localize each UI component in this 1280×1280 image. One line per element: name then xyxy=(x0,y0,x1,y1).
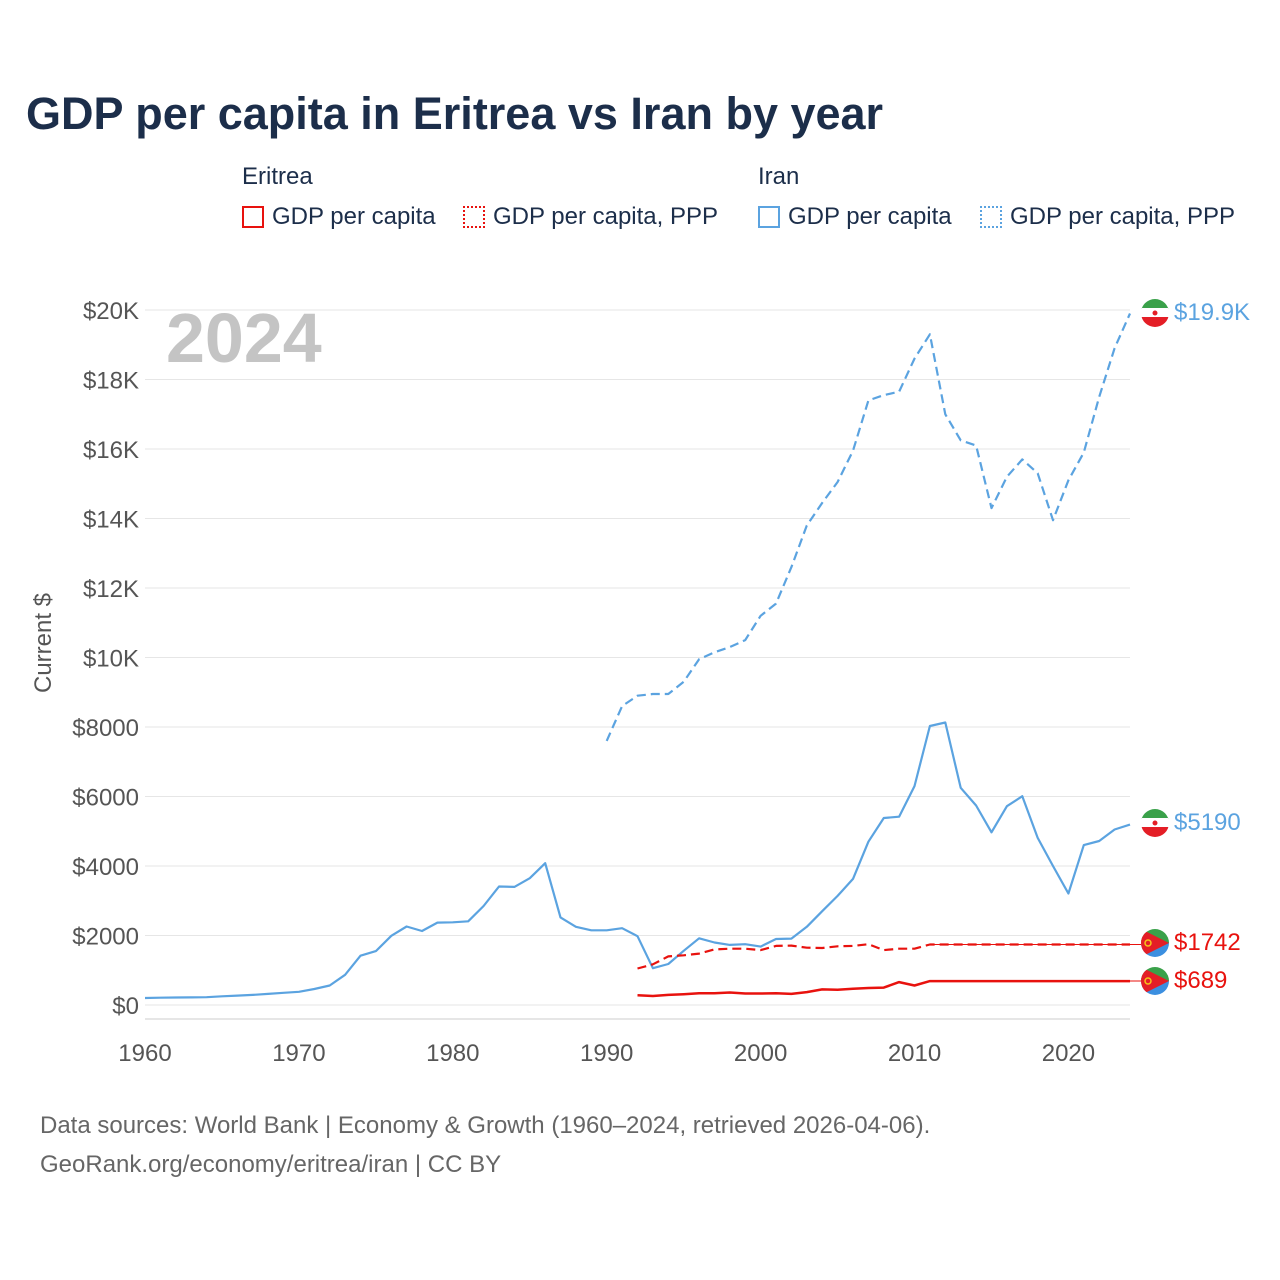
y-tick-label: $18K xyxy=(83,368,139,395)
iran-flag-icon xyxy=(1141,809,1169,837)
series-lines xyxy=(144,313,1141,1000)
legend-item-label: GDP per capita, PPP xyxy=(493,203,718,230)
legend-item-iran-gdp[interactable]: GDP per capita xyxy=(758,203,952,231)
y-tick-label: $16K xyxy=(83,437,139,464)
x-tick-label: 1970 xyxy=(272,1040,325,1067)
x-tick-label: 2020 xyxy=(1042,1040,1095,1067)
legend-group-name: Iran xyxy=(758,163,800,190)
footer-sources: Data sources: World Bank | Economy & Gro… xyxy=(40,1112,931,1139)
y-axis: $0 $2000 $4000 $6000 $8000 $10K $12K $14K $16K $1… xyxy=(72,298,139,1020)
series-line-iran-gdp-per-capita xyxy=(144,721,1131,1000)
footer: Data sources: World Bank | Economy & Gro… xyxy=(40,1106,930,1184)
eritrea-flag-icon xyxy=(1141,967,1169,995)
iran-flag-icon xyxy=(1141,299,1169,327)
end-label-iran-ppp: $19.9K xyxy=(1174,299,1250,326)
eritrea-flag-icon xyxy=(1141,929,1169,957)
y-tick-label: $4000 xyxy=(72,854,139,881)
x-tick-label: 2000 xyxy=(734,1040,787,1067)
y-tick-label: $2000 xyxy=(72,924,139,951)
y-tick-label: $8000 xyxy=(72,715,139,742)
x-tick-label: 1990 xyxy=(580,1040,633,1067)
legend-item-label: GDP per capita xyxy=(788,203,952,230)
legend-swatch-dotted xyxy=(463,206,485,228)
series-line-iran-gdp-per-capita-ppp xyxy=(605,313,1132,742)
footer-credit[interactable]: GeoRank.org/economy/eritrea/iran | CC BY xyxy=(40,1151,502,1178)
grid-lines xyxy=(145,309,1130,1006)
series-line-eritrea-gdp-per-capita-ppp xyxy=(637,943,1130,970)
y-tick-label: $0 xyxy=(112,993,139,1020)
x-axis: 1960 1970 1980 1990 2000 2010 2020 xyxy=(118,1018,1130,1067)
end-label-eritrea-gdp: $689 xyxy=(1174,967,1227,994)
y-tick-label: $20K xyxy=(83,298,139,325)
year-watermark: 2024 xyxy=(166,299,322,377)
x-tick-label: 2010 xyxy=(888,1040,941,1067)
legend-swatch-solid xyxy=(242,206,264,228)
legend-item-eritrea-gdp[interactable]: GDP per capita xyxy=(242,203,436,231)
chart-title: GDP per capita in Eritrea vs Iran by yea… xyxy=(26,88,884,139)
legend-swatch-dotted xyxy=(980,206,1002,228)
legend-item-label: GDP per capita, PPP xyxy=(1010,203,1235,230)
y-tick-label: $6000 xyxy=(72,785,139,812)
legend-item-eritrea-gdp-ppp[interactable]: GDP per capita, PPP xyxy=(463,203,718,231)
legend-item-label: GDP per capita xyxy=(272,203,436,230)
x-tick-label: 1980 xyxy=(426,1040,479,1067)
y-tick-label: $14K xyxy=(83,507,139,534)
legend-group-name: Eritrea xyxy=(242,163,313,190)
y-axis-label: Current $ xyxy=(30,593,57,693)
series-line-eritrea-gdp-per-capita xyxy=(637,979,1130,998)
legend-swatch-solid xyxy=(758,206,780,228)
end-label-iran-gdp: $5190 xyxy=(1174,809,1241,836)
legend-item-iran-gdp-ppp[interactable]: GDP per capita, PPP xyxy=(980,203,1235,231)
y-tick-label: $12K xyxy=(83,576,139,603)
end-label-eritrea-ppp: $1742 xyxy=(1174,929,1241,956)
y-tick-label: $10K xyxy=(83,646,139,673)
x-tick-label: 1960 xyxy=(118,1040,171,1067)
